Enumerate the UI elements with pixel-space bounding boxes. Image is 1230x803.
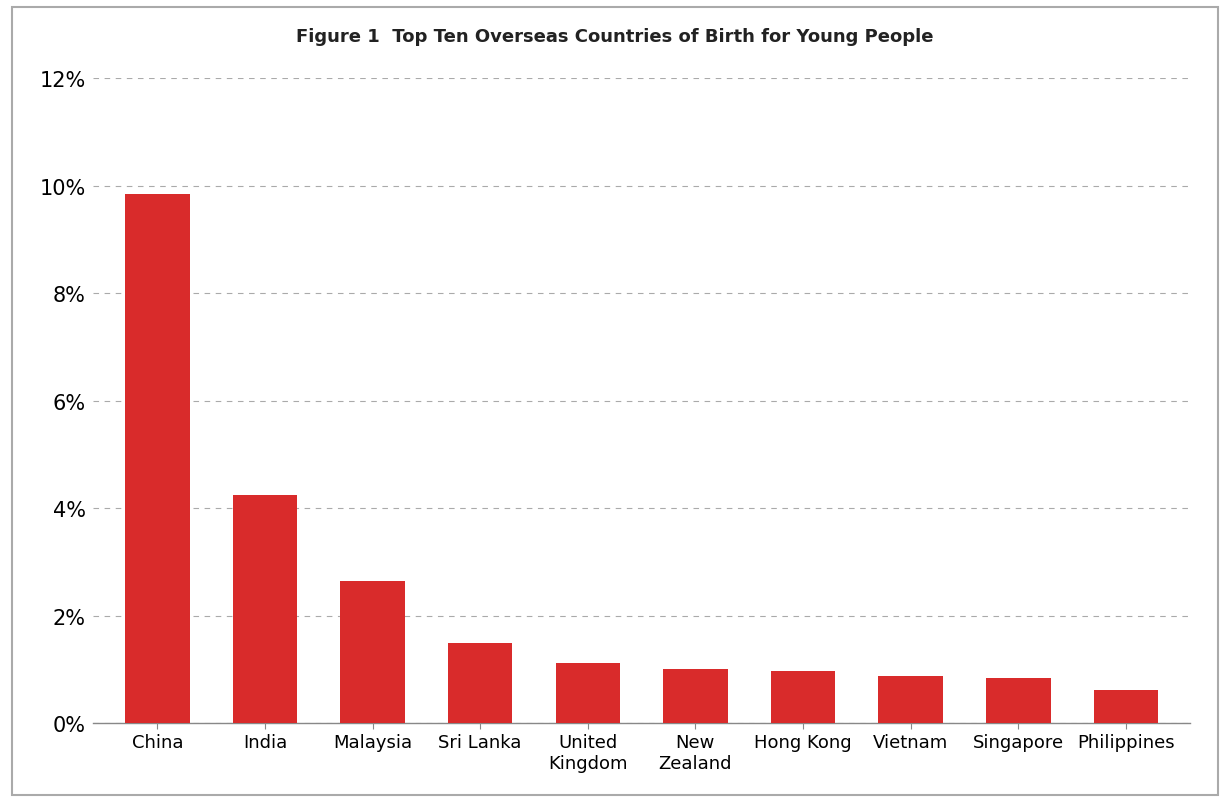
Bar	[341, 581, 405, 724]
Bar	[878, 676, 943, 724]
Bar	[232, 495, 298, 724]
Text: Figure 1  Top Ten Overseas Countries of Birth for Young People: Figure 1 Top Ten Overseas Countries of B…	[296, 28, 934, 46]
Bar	[448, 643, 513, 724]
Bar	[771, 671, 835, 724]
Bar	[663, 669, 728, 724]
Bar	[125, 194, 189, 724]
Bar	[1093, 691, 1159, 724]
Bar	[986, 678, 1050, 724]
Bar	[556, 663, 620, 724]
